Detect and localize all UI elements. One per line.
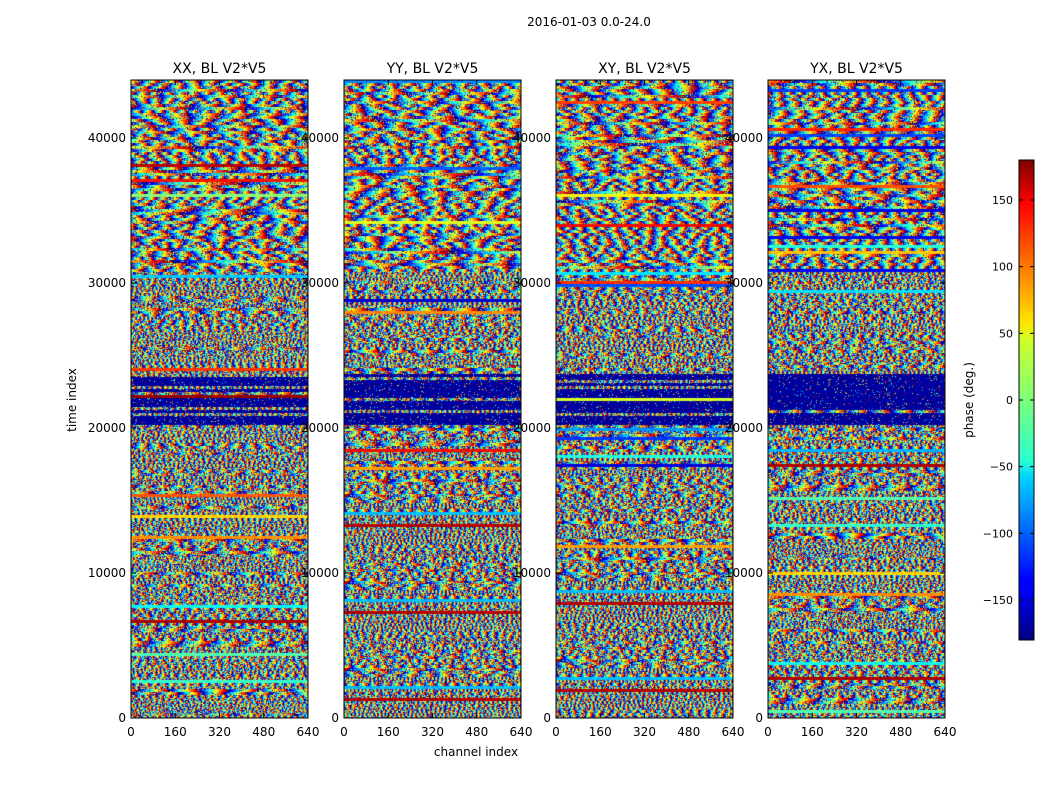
figure-suptitle: 2016-01-03 0.0-24.0 xyxy=(527,15,651,29)
y-tick-label: 10000 xyxy=(513,566,551,580)
y-tick-label: 40000 xyxy=(88,131,126,145)
y-tick-label: 30000 xyxy=(725,276,763,290)
y-tick-label: 20000 xyxy=(301,421,339,435)
x-tick-label: 480 xyxy=(465,725,488,739)
y-tick-label: 20000 xyxy=(513,421,551,435)
colorbar-label: phase (deg.) xyxy=(962,362,976,438)
panel-1: YY, BL V2*V5 0 160 320 480 640 0 10000 20000 3000… xyxy=(301,61,533,739)
y-tick-label: 30000 xyxy=(88,276,126,290)
x-tick-label: 320 xyxy=(421,725,444,739)
y-axis-label: time index xyxy=(65,368,79,432)
x-tick-label: 640 xyxy=(297,725,320,739)
phase-image-1 xyxy=(344,80,521,718)
y-tick-label: 0 xyxy=(331,711,339,725)
x-tick-label: 0 xyxy=(127,725,135,739)
panel-title-0: XX, BL V2*V5 xyxy=(173,61,267,77)
colorbar-ticks: 150 100 50 0 −50 −100 −150 xyxy=(983,194,1034,607)
y-tick-label: 0 xyxy=(755,711,763,725)
x-tick-label: 640 xyxy=(934,725,957,739)
panel-0: XX, BL V2*V5 0 160 320 480 640 0 10000 20000 3000… xyxy=(88,61,320,739)
colorbar-tick-label: −150 xyxy=(983,594,1013,607)
panel-title-3: YX, BL V2*V5 xyxy=(809,61,903,77)
panel-3: YX, BL V2*V5 0 160 320 480 640 0 10000 20000 3000… xyxy=(725,61,957,739)
x-tick-label: 320 xyxy=(208,725,231,739)
x-tick-label: 640 xyxy=(510,725,533,739)
x-tick-label: 0 xyxy=(552,725,560,739)
x-tick-label: 160 xyxy=(377,725,400,739)
x-tick-label: 320 xyxy=(845,725,868,739)
y-tick-label: 10000 xyxy=(725,566,763,580)
x-tick-label: 640 xyxy=(722,725,745,739)
x-tick-label: 160 xyxy=(801,725,824,739)
y-tick-label: 0 xyxy=(543,711,551,725)
colorbar: 150 100 50 0 −50 −100 −150 phase (deg.) xyxy=(962,159,1035,641)
x-tick-label: 320 xyxy=(633,725,656,739)
colorbar-tick-label: 100 xyxy=(992,261,1013,274)
panels: XX, BL V2*V5 0 160 320 480 640 0 10000 20000 3000… xyxy=(88,61,957,739)
x-tick-label: 160 xyxy=(164,725,187,739)
x-tick-label: 480 xyxy=(889,725,912,739)
y-tick-label: 0 xyxy=(118,711,126,725)
colorbar-tick-label: −50 xyxy=(990,461,1013,474)
x-tick-label: 480 xyxy=(677,725,700,739)
x-tick-label: 0 xyxy=(764,725,772,739)
colorbar-tick-label: −100 xyxy=(983,527,1013,540)
x-axis-label: channel index xyxy=(434,745,518,759)
x-tick-label: 480 xyxy=(252,725,275,739)
colorbar-tick-label: 0 xyxy=(1006,394,1013,407)
panel-title-2: XY, BL V2*V5 xyxy=(598,61,691,77)
panel-2: XY, BL V2*V5 0 160 320 480 640 0 10000 20000 3000… xyxy=(513,61,745,739)
y-tick-label: 40000 xyxy=(725,131,763,145)
panel-title-1: YY, BL V2*V5 xyxy=(386,61,479,77)
colorbar-tick-label: 50 xyxy=(999,327,1013,340)
y-tick-label: 20000 xyxy=(725,421,763,435)
y-tick-label: 40000 xyxy=(513,131,551,145)
y-tick-label: 10000 xyxy=(301,566,339,580)
y-tick-label: 10000 xyxy=(88,566,126,580)
y-tick-label: 30000 xyxy=(301,276,339,290)
y-tick-label: 40000 xyxy=(301,131,339,145)
colorbar-tick-label: 150 xyxy=(992,194,1013,207)
y-tick-label: 30000 xyxy=(513,276,551,290)
x-tick-label: 160 xyxy=(589,725,612,739)
phase-image-3 xyxy=(768,80,945,718)
y-tick-label: 20000 xyxy=(88,421,126,435)
phase-image-2 xyxy=(556,80,733,718)
x-tick-label: 0 xyxy=(340,725,348,739)
phase-image-0 xyxy=(131,80,308,718)
